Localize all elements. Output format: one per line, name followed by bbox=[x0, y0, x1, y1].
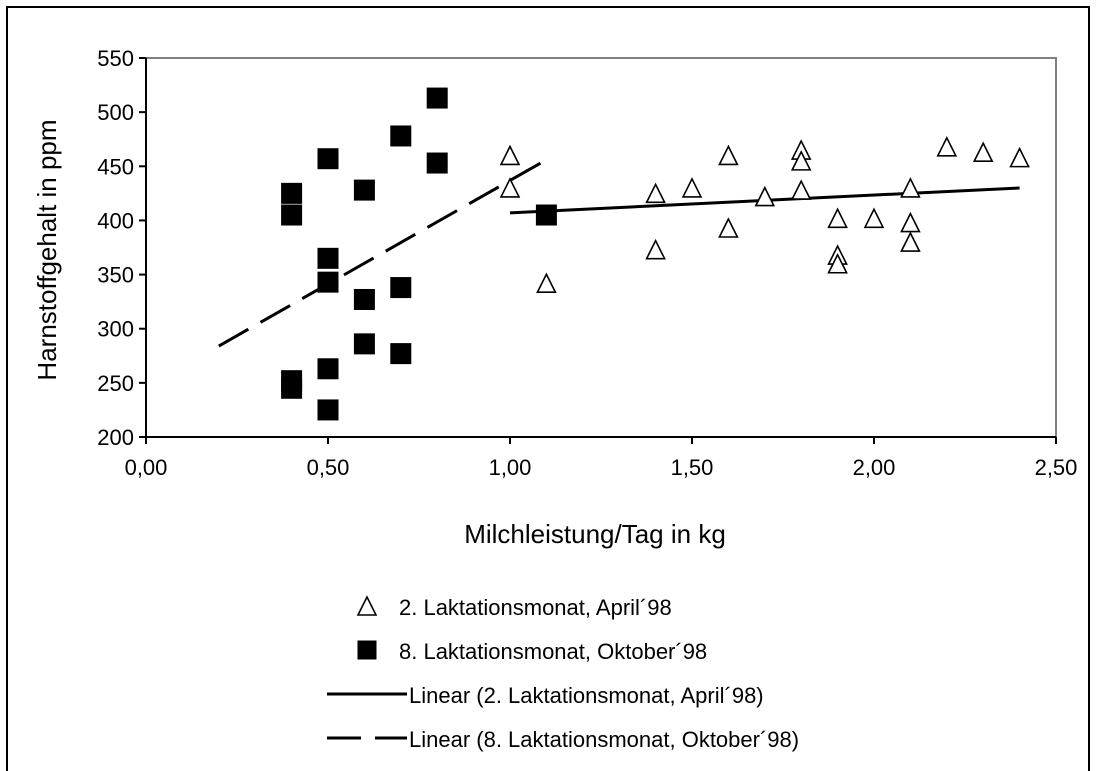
x-tick-label: 2,50 bbox=[1035, 455, 1078, 480]
data-point-oktober bbox=[390, 125, 412, 147]
data-point-april bbox=[972, 141, 994, 163]
y-tick-label: 350 bbox=[97, 263, 134, 288]
data-point-oktober bbox=[353, 333, 375, 355]
x-tick-label: 2,00 bbox=[853, 455, 896, 480]
legend-item: 8. Laktationsmonat, Oktober´98 bbox=[357, 639, 707, 664]
data-point-april bbox=[681, 177, 703, 198]
data-point-april bbox=[827, 252, 848, 274]
axes: 0,00 0,50 1,00 1,50 2,00 2,50 200 250 300 350 400… bbox=[97, 46, 1077, 480]
x-tick-label: 1,00 bbox=[489, 455, 532, 480]
x-tick-label: 0,50 bbox=[307, 455, 350, 480]
legend-item: 2. Laktationsmonat, April´98 bbox=[356, 595, 672, 620]
data-point-oktober bbox=[281, 204, 303, 226]
data-point-april bbox=[827, 207, 848, 229]
x-axis-title: Milchleistung/Tag in kg bbox=[464, 519, 726, 549]
legend-label: 2. Laktationsmonat, April´98 bbox=[399, 595, 672, 620]
data-point-oktober bbox=[535, 204, 557, 226]
legend-label: 8. Laktationsmonat, Oktober´98 bbox=[399, 639, 707, 664]
x-tick-label: 1,50 bbox=[671, 455, 714, 480]
legend-triangle-marker bbox=[356, 595, 378, 616]
data-point-oktober bbox=[281, 377, 303, 399]
data-point-april bbox=[936, 136, 958, 157]
data-point-april bbox=[499, 177, 521, 198]
data-point-oktober bbox=[317, 358, 339, 380]
data-point-oktober bbox=[317, 399, 339, 421]
trendline-oktober bbox=[218, 158, 548, 348]
x-tick-label: 0,00 bbox=[125, 455, 168, 480]
data-point-april bbox=[754, 185, 776, 207]
legend-label: Linear (8. Laktationsmonat, Oktober´98) bbox=[409, 727, 799, 752]
data-point-oktober bbox=[426, 152, 448, 174]
y-tick-label: 250 bbox=[97, 371, 134, 396]
x-ticks: 0,00 0,50 1,00 1,50 2,00 2,50 bbox=[125, 437, 1078, 480]
data-point-april bbox=[1009, 146, 1030, 168]
data-point-april bbox=[645, 182, 666, 204]
data-point-april bbox=[863, 207, 885, 229]
data-point-oktober bbox=[317, 271, 339, 293]
markers bbox=[281, 87, 1030, 421]
legend-label: Linear (2. Laktationsmonat, April´98) bbox=[409, 683, 764, 708]
y-axis-title: Harnstoffgehalt in ppm bbox=[32, 119, 62, 380]
data-point-april bbox=[790, 179, 812, 200]
data-point-april bbox=[900, 177, 921, 198]
data-point-april bbox=[499, 144, 521, 166]
data-point-oktober bbox=[390, 343, 412, 365]
y-tick-label: 550 bbox=[97, 46, 134, 71]
y-tick-label: 450 bbox=[97, 154, 134, 179]
data-point-oktober bbox=[281, 182, 303, 204]
y-tick-label: 400 bbox=[97, 208, 134, 233]
data-point-april bbox=[718, 144, 739, 166]
data-point-april bbox=[900, 231, 921, 252]
y-tick-label: 200 bbox=[97, 425, 134, 450]
data-point-oktober bbox=[317, 148, 339, 170]
y-tick-label: 300 bbox=[97, 317, 134, 342]
data-point-oktober bbox=[426, 87, 448, 109]
data-point-oktober bbox=[353, 288, 375, 310]
legend: 2. Laktationsmonat, April´98 8. Laktation… bbox=[327, 595, 799, 752]
legend-item: Linear (8. Laktationsmonat, Oktober´98) bbox=[327, 727, 799, 752]
data-point-april bbox=[536, 272, 557, 294]
y-tick-label: 500 bbox=[97, 100, 134, 125]
legend-item: Linear (2. Laktationsmonat, April´98) bbox=[327, 683, 764, 708]
data-point-april bbox=[718, 217, 739, 238]
data-point-april bbox=[790, 150, 812, 171]
y-ticks: 200 250 300 350 400 450 500 550 bbox=[97, 46, 146, 450]
data-point-april bbox=[645, 238, 666, 260]
data-point-oktober bbox=[317, 247, 339, 269]
data-point-oktober bbox=[353, 179, 375, 201]
data-point-oktober bbox=[390, 277, 412, 299]
legend-square-marker bbox=[357, 640, 377, 660]
